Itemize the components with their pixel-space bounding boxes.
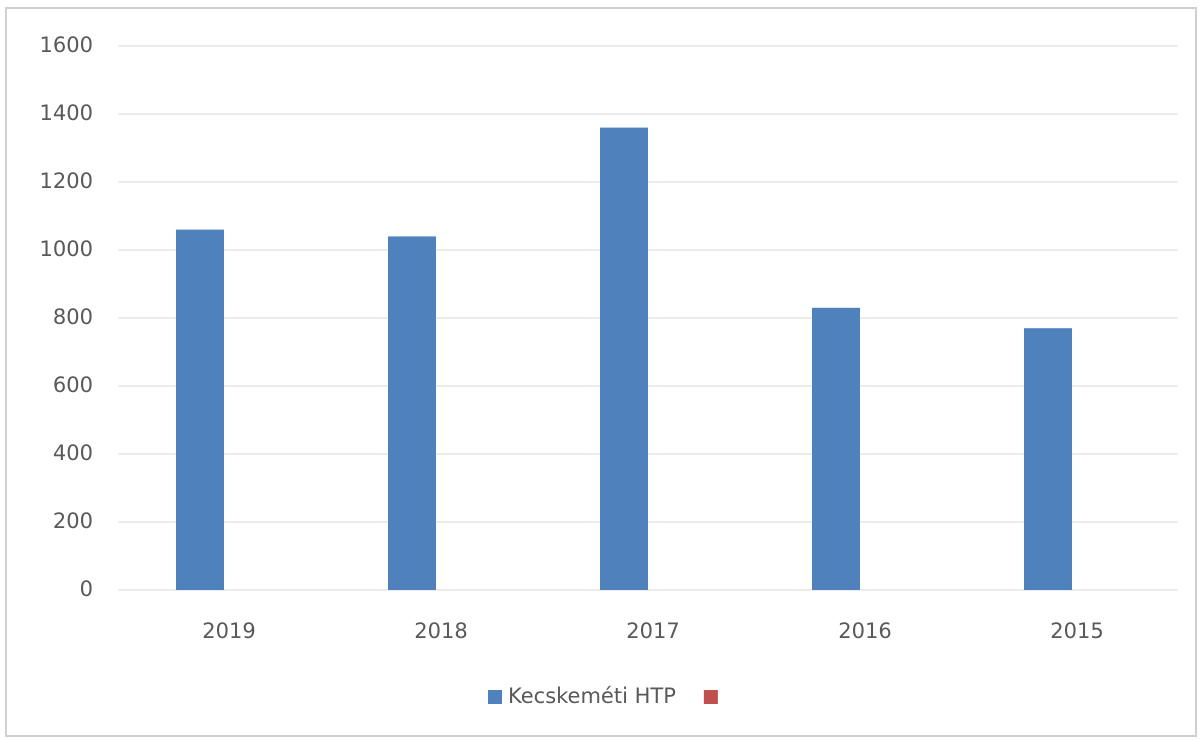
y-tick-label: 400 xyxy=(53,441,93,465)
x-tick-label: 2018 xyxy=(414,619,467,643)
bar xyxy=(388,236,436,590)
y-tick-label: 1600 xyxy=(40,33,93,57)
x-tick-label: 2015 xyxy=(1050,619,1103,643)
y-tick-label: 1200 xyxy=(40,169,93,193)
legend-label: Kecskeméti HTP xyxy=(508,684,676,708)
y-tick-label: 200 xyxy=(53,509,93,533)
bar xyxy=(176,229,224,590)
y-tick-label: 1400 xyxy=(40,101,93,125)
y-tick-label: 800 xyxy=(53,305,93,329)
x-tick-label: 2019 xyxy=(202,619,255,643)
bar xyxy=(600,127,648,590)
x-tick-label: 2016 xyxy=(838,619,891,643)
y-tick-label: 600 xyxy=(53,373,93,397)
legend-swatch xyxy=(488,690,502,704)
y-tick-label: 0 xyxy=(80,577,93,601)
x-tick-label: 2017 xyxy=(626,619,679,643)
bar xyxy=(812,307,860,590)
y-tick-label: 1000 xyxy=(40,237,93,261)
bar xyxy=(1024,328,1072,590)
legend-swatch xyxy=(703,690,718,704)
